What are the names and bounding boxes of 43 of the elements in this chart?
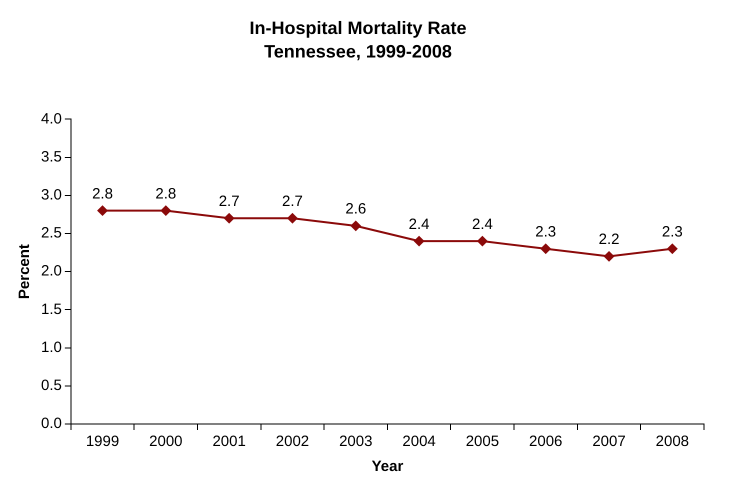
y-tick-label: 3.0 — [40, 186, 62, 204]
x-tick-label: 2003 — [339, 433, 372, 450]
chart-title: In-Hospital Mortality Rate — [249, 18, 467, 38]
y-tick-label: 3.5 — [40, 148, 62, 166]
point — [667, 244, 678, 254]
point — [350, 220, 361, 231]
point — [98, 206, 108, 216]
y-axis-title: Percent — [16, 244, 34, 300]
data-label: 2.7 — [218, 192, 240, 210]
point — [160, 206, 171, 216]
x-tick-label: 1999 — [86, 433, 120, 450]
x-tick-label: 2004 — [402, 433, 436, 450]
data-label: 2.8 — [155, 185, 176, 202]
x-tick-label: 2006 — [529, 433, 562, 450]
y-tick-label: 0.5 — [40, 377, 62, 394]
x-tick-label: 2008 — [656, 433, 690, 450]
point — [287, 213, 298, 224]
data-label: 2.4 — [408, 216, 430, 233]
x-tick-label: 2001 — [212, 433, 246, 450]
data-label: 2.3 — [535, 223, 556, 240]
point — [604, 251, 614, 262]
data-label: 2.3 — [662, 223, 683, 240]
data-label: 2.4 — [472, 216, 493, 233]
point — [414, 236, 424, 246]
point — [477, 236, 488, 246]
y-tick-label: 1.5 — [40, 300, 62, 318]
x-tick-label: 2002 — [276, 433, 310, 450]
x-tick-label: 2000 — [149, 433, 183, 450]
x-tick-label: 2007 — [592, 433, 626, 450]
y-tick-label: 2.5 — [40, 224, 62, 242]
point — [540, 244, 551, 254]
x-axis-title: Year — [372, 458, 404, 476]
point — [224, 213, 234, 224]
y-tick-label: 1.0 — [40, 338, 62, 356]
data-label: 2.6 — [345, 200, 366, 218]
data-label: 2.7 — [282, 192, 303, 210]
chart-subtitle: Tennessee, 1999-2008 — [264, 41, 452, 62]
y-tick-label: 0.0 — [40, 415, 62, 432]
y-tick-label: 4.0 — [40, 110, 62, 128]
data-label: 2.8 — [92, 185, 113, 202]
x-tick-label: 2005 — [466, 433, 500, 450]
data-label: 2.2 — [598, 231, 620, 248]
y-tick-label: 2.0 — [40, 262, 62, 280]
